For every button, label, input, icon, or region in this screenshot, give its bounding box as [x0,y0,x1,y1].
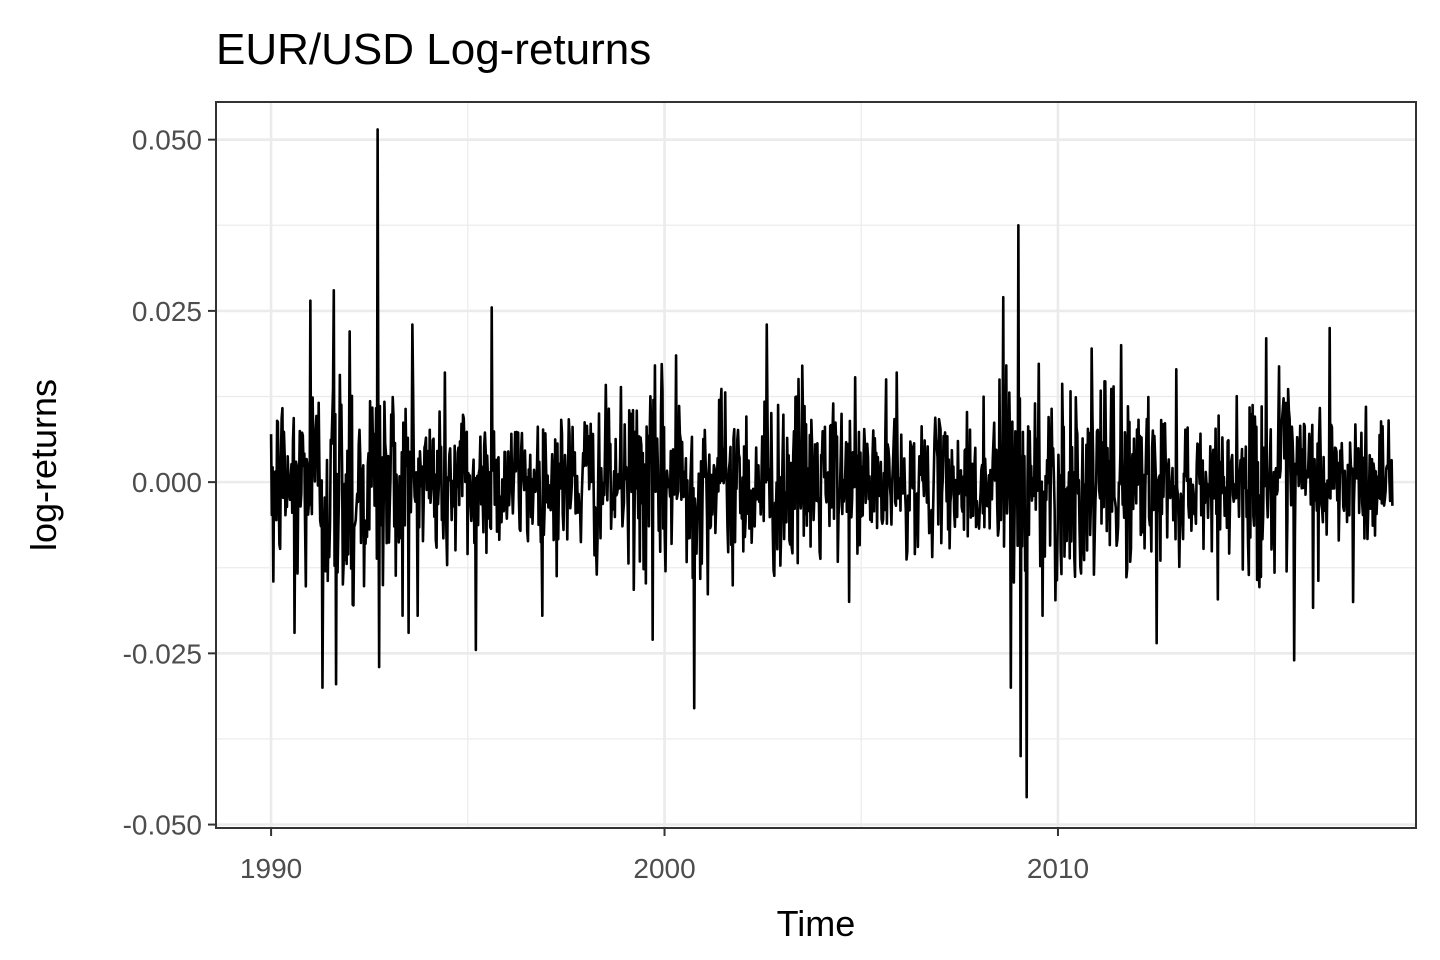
y-axis-title: log-returns [23,379,64,551]
x-axis-title: Time [777,903,856,944]
y-tick-label: 0.050 [132,125,202,156]
y-tick-label: -0.025 [123,638,202,669]
x-tick-label: 2010 [1027,853,1089,884]
x-tick-label: 2000 [633,853,695,884]
y-tick-label: 0.000 [132,467,202,498]
y-axis: -0.050 -0.025 0.000 0.025 0.050 [123,125,216,841]
plot-area [215,101,1417,829]
y-tick-label: -0.050 [123,810,202,841]
series-line [269,128,1394,799]
series-layer [269,128,1394,799]
x-axis: 1990 2000 2010 [240,828,1089,884]
chart-title: EUR/USD Log-returns [216,25,651,74]
plot-border [215,101,1417,829]
y-tick-label: 0.025 [132,296,202,327]
x-tick-label: 1990 [240,853,302,884]
